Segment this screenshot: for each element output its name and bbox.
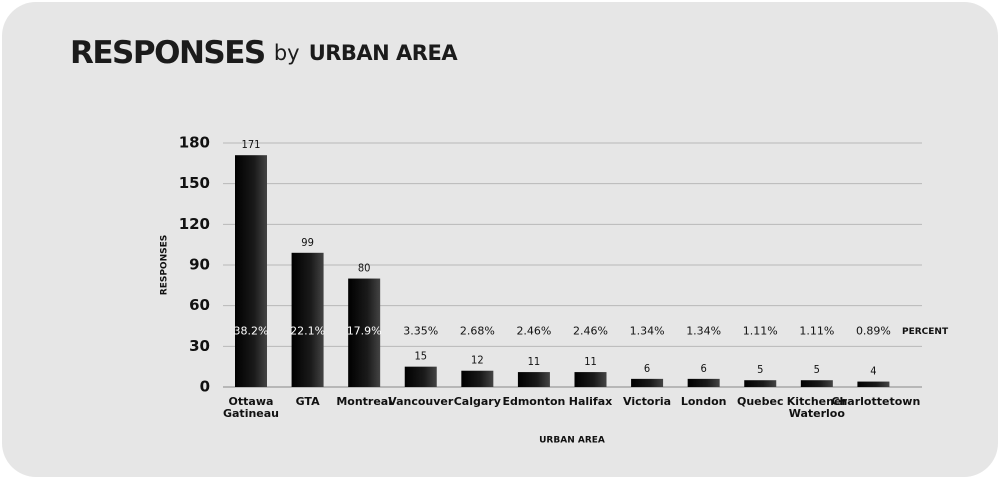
percent-label: 1.11% (743, 324, 778, 337)
percent-label: 22.1% (290, 324, 325, 337)
percent-label: 38.2% (234, 324, 269, 337)
x-tick-label: Charlottetown (831, 395, 921, 408)
bar (461, 370, 494, 387)
x-tick-label: Montreal (336, 395, 392, 408)
percent-label: 1.11% (799, 324, 834, 337)
x-tick-label: Victoria (623, 395, 672, 408)
x-tick-label: Quebec (737, 395, 784, 408)
y-tick-label: 90 (189, 256, 210, 274)
x-tick-label: Calgary (453, 395, 501, 408)
title-main: RESPONSES (70, 35, 265, 71)
value-label: 80 (358, 262, 371, 275)
y-tick-label: 60 (189, 296, 210, 314)
x-tick-label: GTA (295, 395, 320, 408)
percent-label: 3.35% (403, 324, 438, 337)
title-connector: by (274, 41, 300, 65)
x-tick-label: Kitchener Waterloo (786, 395, 847, 420)
bar (631, 378, 664, 387)
chart-title: RESPONSES by URBAN AREA (70, 35, 458, 71)
value-label: 6 (644, 362, 650, 375)
x-tick-label: London (680, 395, 727, 408)
value-label: 11 (584, 355, 597, 368)
value-label: 99 (301, 236, 314, 249)
value-label: 6 (701, 362, 707, 375)
percent-label: 1.34% (686, 324, 721, 337)
value-label: 11 (528, 355, 541, 368)
bar (744, 380, 777, 387)
bar (235, 155, 267, 387)
bar (574, 372, 607, 387)
x-tick-label: Edmonton (502, 395, 566, 408)
y-tick-label: 120 (179, 215, 210, 233)
bar (687, 378, 720, 387)
percent-label: 17.9% (347, 324, 382, 337)
percent-label: 0.89% (856, 324, 891, 337)
x-tick-label: Ottawa Gatineau (222, 395, 280, 420)
percent-legend: PERCENT (902, 327, 949, 337)
y-axis-title: RESPONSES (160, 235, 170, 295)
bar (800, 380, 833, 387)
y-tick-label: 150 (179, 174, 210, 192)
y-tick-label: 0 (200, 378, 210, 396)
bar (857, 381, 890, 387)
value-label: 15 (414, 350, 427, 363)
percent-label: 2.68% (460, 324, 495, 337)
x-axis-title: URBAN AREA (539, 436, 605, 446)
percent-label: 2.46% (573, 324, 608, 337)
x-tick-label: Halifax (568, 395, 613, 408)
y-tick-label: 30 (189, 337, 210, 355)
value-label: 4 (870, 365, 876, 378)
value-label: 5 (814, 363, 820, 376)
bar (291, 252, 324, 387)
bar (348, 278, 381, 387)
value-label: 171 (242, 138, 261, 151)
value-label: 12 (471, 354, 484, 367)
bar (517, 372, 550, 387)
percent-label: 1.34% (630, 324, 665, 337)
percent-label: 2.46% (516, 324, 551, 337)
x-tick-label: Vancouver (388, 395, 454, 408)
title-rest: URBAN AREA (309, 41, 459, 65)
y-tick-label: 180 (179, 134, 210, 152)
value-label: 5 (757, 363, 763, 376)
bar (404, 366, 437, 387)
